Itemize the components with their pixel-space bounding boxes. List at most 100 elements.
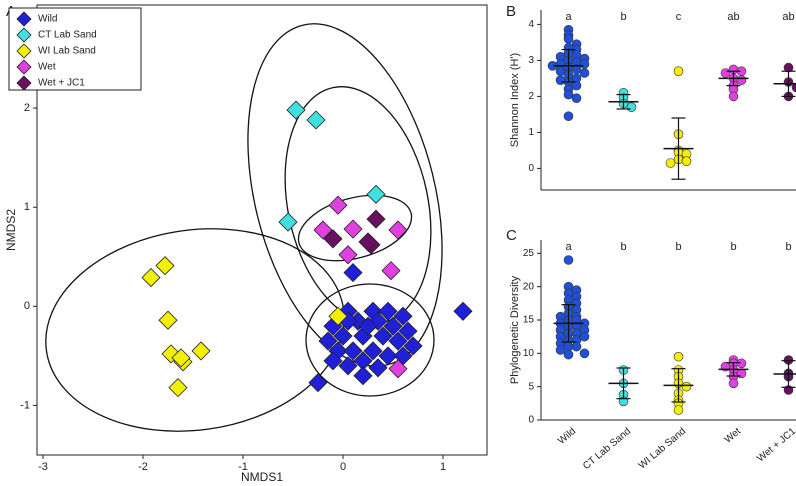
point [158, 310, 178, 330]
point [673, 351, 684, 362]
point [403, 336, 423, 356]
point [318, 331, 338, 351]
point [563, 255, 574, 265]
point [306, 110, 326, 130]
legend-swatch [16, 43, 32, 59]
point [328, 306, 348, 326]
point [368, 358, 388, 378]
group-letter: b [730, 241, 736, 253]
point [673, 405, 684, 415]
point [736, 358, 747, 369]
group-letter: b [620, 241, 626, 253]
point [388, 359, 408, 379]
x-tick-label: -1 [238, 461, 248, 473]
x-tick-label: 0 [340, 461, 346, 473]
y-tick-label: 10 [523, 348, 535, 359]
point [681, 156, 692, 166]
group-letter: b [675, 241, 681, 253]
point [626, 102, 637, 112]
x-tick-label: CT Lab Sand [581, 426, 633, 472]
point [563, 89, 574, 100]
ellipse [305, 283, 435, 397]
point [579, 68, 590, 78]
legend-label: WI Lab Sand [38, 46, 96, 57]
point [673, 66, 684, 76]
point [278, 212, 298, 232]
point [338, 245, 358, 265]
point [555, 66, 566, 76]
point [736, 75, 747, 85]
point [155, 256, 175, 276]
point [323, 351, 343, 371]
x-tick-label: 1 [440, 461, 446, 473]
group-letter: c [676, 11, 682, 23]
point [366, 184, 386, 204]
point [563, 33, 574, 44]
point [313, 220, 333, 240]
point [681, 381, 692, 392]
x-tick-label: -3 [38, 461, 48, 473]
point [373, 326, 393, 346]
y-axis-title: NMDS2 [4, 209, 18, 251]
point [388, 220, 408, 240]
point [571, 93, 582, 103]
point [338, 356, 358, 376]
y-tick-label: 1 [24, 201, 30, 213]
point [579, 331, 590, 342]
legend-swatch [16, 75, 32, 91]
point [453, 301, 473, 321]
point [378, 301, 398, 321]
legend-label: Wet [38, 62, 56, 73]
point [571, 341, 582, 352]
point [363, 341, 383, 361]
point [191, 341, 211, 361]
point [563, 349, 574, 360]
y-tick-label: 2 [528, 91, 534, 102]
x-tick-label: -2 [138, 461, 148, 473]
legend-swatch [16, 11, 32, 27]
y-tick-label: 2 [24, 102, 30, 114]
point [383, 316, 403, 336]
point [388, 331, 408, 351]
point [665, 158, 676, 168]
legend-label: Wild [38, 14, 57, 25]
legend-swatch [16, 59, 32, 75]
point [358, 232, 378, 252]
ellipse [45, 228, 345, 432]
group-letter: a [565, 241, 572, 253]
legend-label: Wet + JC1 [38, 78, 85, 89]
legend [8, 7, 142, 91]
point [555, 345, 566, 355]
point [343, 219, 363, 239]
ellipse [247, 23, 443, 367]
legend-label: CT Lab Sand [38, 30, 97, 41]
x-tick-label: Wet [723, 426, 744, 446]
y-tick-label: 0 [24, 300, 30, 312]
y-axis-title: Phylogenetic Diversity [509, 275, 521, 384]
panel-label: B [506, 3, 516, 20]
point [579, 59, 590, 69]
y-tick-label: 20 [523, 281, 535, 292]
point [286, 100, 306, 120]
y-tick-label: 15 [523, 315, 535, 326]
point [378, 346, 398, 366]
point [343, 263, 363, 283]
panel-label: C [506, 227, 517, 244]
point [720, 68, 731, 78]
y-tick-label: 25 [523, 248, 535, 259]
point [579, 348, 590, 359]
point [563, 111, 574, 121]
point [168, 378, 188, 398]
x-tick-label: Wet + JC1 [755, 426, 796, 465]
group-letter: b [785, 241, 791, 253]
point [791, 82, 796, 93]
group-letter: ab [782, 11, 794, 23]
group-letter: b [620, 11, 626, 23]
point [141, 268, 161, 288]
y-axis-title: Shannon Index (H') [509, 53, 521, 147]
y-tick-label: 1 [528, 127, 534, 138]
group-letter: a [565, 11, 572, 23]
x-tick-label: WI Lab Sand [637, 426, 688, 472]
point [171, 348, 191, 368]
